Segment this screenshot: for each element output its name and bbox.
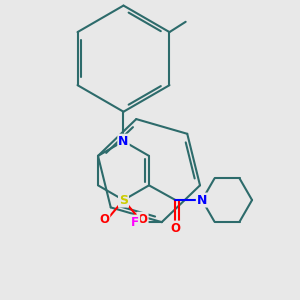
Text: S: S [119, 194, 128, 207]
Text: O: O [99, 213, 110, 226]
Text: O: O [138, 213, 148, 226]
Text: F: F [131, 216, 139, 229]
Text: O: O [170, 221, 181, 235]
Text: N: N [197, 194, 207, 207]
Text: N: N [118, 135, 129, 148]
